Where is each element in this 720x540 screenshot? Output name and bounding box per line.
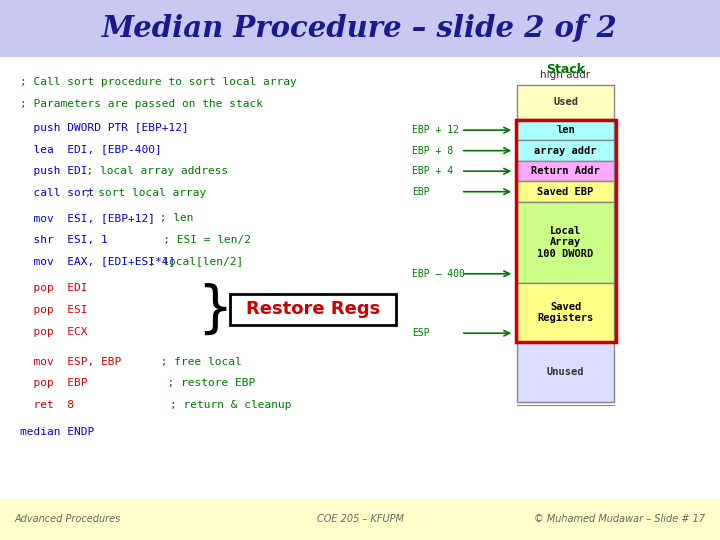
Text: Median Procedure – slide 2 of 2: Median Procedure – slide 2 of 2: [102, 14, 618, 43]
Text: ; local array address: ; local array address: [73, 166, 228, 176]
Text: ; restore EBP: ; restore EBP: [73, 379, 256, 388]
Text: ; local[len/2]: ; local[len/2]: [142, 256, 243, 266]
Text: call sort: call sort: [20, 188, 94, 198]
Text: ; len: ; len: [126, 213, 194, 223]
Text: EBP + 4: EBP + 4: [412, 166, 453, 176]
Text: pop  EBP: pop EBP: [20, 379, 88, 388]
Bar: [517, 283, 614, 342]
Text: Used: Used: [553, 97, 578, 107]
Text: Saved EBP: Saved EBP: [537, 187, 594, 197]
Text: EBP + 12: EBP + 12: [412, 125, 459, 135]
Text: EBP – 400: EBP – 400: [412, 269, 464, 279]
Text: © Muhamed Mudawar – Slide # 17: © Muhamed Mudawar – Slide # 17: [534, 515, 706, 524]
Text: mov  ESI, [EBP+12]: mov ESI, [EBP+12]: [20, 213, 156, 223]
Bar: [517, 140, 614, 161]
Text: ret  8: ret 8: [20, 400, 74, 410]
Text: EBP + 8: EBP + 8: [412, 146, 453, 156]
Text: pop  EDI: pop EDI: [20, 284, 88, 293]
Text: ; Parameters are passed on the stack: ; Parameters are passed on the stack: [20, 99, 264, 109]
Text: Return Addr: Return Addr: [531, 166, 600, 176]
Bar: [517, 342, 614, 402]
Bar: [517, 120, 614, 140]
Text: array addr: array addr: [534, 146, 597, 156]
Text: pop  ESI: pop ESI: [20, 305, 88, 315]
Bar: [516, 120, 616, 342]
Text: Local
Array
100 DWORD: Local Array 100 DWORD: [537, 226, 594, 259]
Text: median ENDP: median ENDP: [20, 427, 94, 437]
Text: push EDI: push EDI: [20, 166, 88, 176]
Text: ; Call sort procedure to sort local array: ; Call sort procedure to sort local arra…: [20, 77, 297, 87]
Text: pop  ECX: pop ECX: [20, 327, 88, 336]
Text: COE 205 – KFUPM: COE 205 – KFUPM: [317, 515, 403, 524]
Text: }: }: [197, 283, 232, 337]
FancyBboxPatch shape: [230, 294, 396, 325]
FancyBboxPatch shape: [0, 0, 720, 57]
Text: Unused: Unused: [546, 367, 585, 377]
Text: lea  EDI, [EBP-400]: lea EDI, [EBP-400]: [20, 145, 162, 154]
Text: ; sort local array: ; sort local array: [78, 188, 207, 198]
Text: mov  ESP, EBP: mov ESP, EBP: [20, 357, 122, 367]
Text: EBP: EBP: [412, 187, 429, 197]
Bar: [517, 181, 614, 202]
Text: ; free local: ; free local: [99, 357, 241, 367]
Text: high addr: high addr: [541, 70, 590, 80]
Text: len: len: [556, 125, 575, 135]
Text: Stack: Stack: [546, 63, 585, 76]
Bar: [517, 85, 614, 119]
Bar: [517, 161, 614, 181]
Text: Restore Regs: Restore Regs: [246, 300, 380, 319]
Text: push DWORD PTR [EBP+12]: push DWORD PTR [EBP+12]: [20, 123, 189, 133]
Bar: [517, 202, 614, 283]
Text: ; ESI = len/2: ; ESI = len/2: [89, 235, 251, 245]
Text: Saved
Registers: Saved Registers: [537, 302, 594, 323]
Text: Advanced Procedures: Advanced Procedures: [14, 515, 121, 524]
Text: ESP: ESP: [412, 328, 429, 338]
FancyBboxPatch shape: [0, 499, 720, 540]
Text: ; return & cleanup: ; return & cleanup: [63, 400, 292, 410]
Text: shr  ESI, 1: shr ESI, 1: [20, 235, 108, 245]
Text: mov  EAX, [EDI+ESI*4]: mov EAX, [EDI+ESI*4]: [20, 256, 176, 266]
